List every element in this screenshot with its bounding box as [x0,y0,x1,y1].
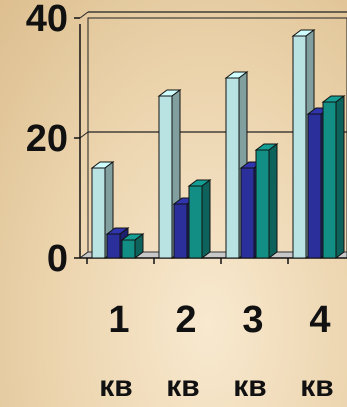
x-category-label: 4 [309,299,330,341]
x-category-sublabel: кв [233,370,266,403]
bar-front [292,35,307,259]
bar-front [121,239,136,259]
bar [120,233,145,259]
bar-front [240,167,255,259]
bar-front [106,233,121,259]
x-category-label: 3 [242,299,263,341]
bar-side [134,233,144,259]
gridline-depth [79,131,89,139]
bar-front [255,149,270,259]
bar-front [307,113,322,259]
bar-front [225,77,240,259]
x-category-sublabel: кв [99,370,132,403]
bar-front [173,203,188,259]
bar-side [201,179,211,259]
bar [321,95,346,259]
bar [254,143,279,259]
y-tick-label: 0 [47,238,68,280]
bar-front [188,185,203,259]
bar-front [158,95,173,259]
bar-front [322,101,337,259]
gridline-depth [79,11,89,19]
labels: 0 20 40 1 кв 2 кв 3 кв 4 кв [26,0,334,403]
y-tick-label: 40 [26,0,68,40]
x-category-sublabel: кв [300,370,333,403]
bar-front [91,167,106,259]
x-category-label: 1 [108,299,129,341]
x-category-sublabel: кв [166,370,199,403]
bar-side [335,95,345,259]
bar [187,179,212,259]
bars [90,29,346,259]
x-category-label: 2 [175,299,196,341]
y-tick-label: 20 [26,118,68,160]
bar-side [268,143,278,259]
